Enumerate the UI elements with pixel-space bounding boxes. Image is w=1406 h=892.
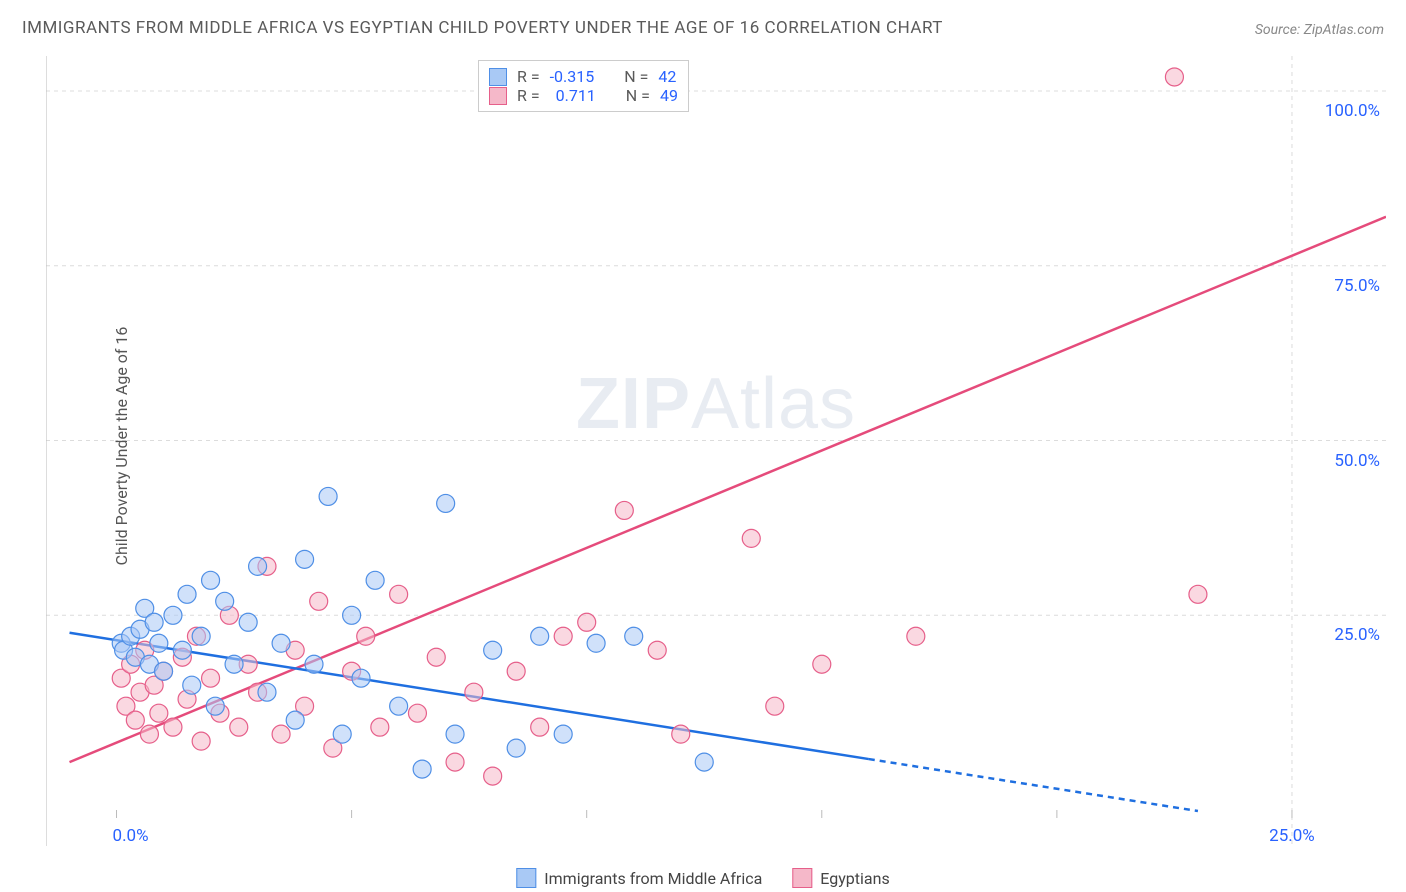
y-tick-label: 75.0% — [1334, 276, 1380, 296]
swatch-series1-icon — [516, 868, 536, 888]
stats-row-series2: R = 0.711 N = 49 — [489, 86, 678, 105]
legend: Immigrants from Middle Africa Egyptians — [516, 868, 889, 888]
swatch-series2-icon — [489, 87, 507, 105]
swatch-series1-icon — [489, 68, 507, 86]
scatter-plot-svg — [46, 56, 1386, 846]
y-tick-label: 100.0% — [1325, 101, 1380, 121]
n-value-series1: 42 — [658, 67, 676, 86]
correlation-chart: IMMIGRANTS FROM MIDDLE AFRICA VS EGYPTIA… — [0, 0, 1406, 892]
n-label: N = — [624, 67, 648, 86]
plot-area: ZIPAtlas R = -0.315 N = 42 R = 0.711 N =… — [46, 56, 1386, 846]
n-value-series2: 49 — [660, 86, 678, 105]
swatch-series2-icon — [792, 868, 812, 888]
r-label: R = — [517, 67, 540, 86]
r-value-series2: 0.711 — [556, 86, 596, 105]
legend-label-series2: Egyptians — [820, 869, 889, 888]
x-tick-label: 0.0% — [113, 826, 149, 846]
stats-box: R = -0.315 N = 42 R = 0.711 N = 49 — [478, 60, 689, 112]
r-value-series1: -0.315 — [550, 67, 595, 86]
n-label: N = — [626, 86, 650, 105]
r-label: R = — [517, 86, 540, 105]
stats-row-series1: R = -0.315 N = 42 — [489, 67, 678, 86]
legend-label-series1: Immigrants from Middle Africa — [544, 869, 762, 888]
y-tick-label: 50.0% — [1334, 451, 1380, 471]
y-tick-label: 25.0% — [1334, 625, 1380, 645]
source-label: Source: ZipAtlas.com — [1255, 22, 1384, 38]
chart-title: IMMIGRANTS FROM MIDDLE AFRICA VS EGYPTIA… — [22, 18, 943, 38]
x-tick-label: 25.0% — [1269, 826, 1315, 846]
legend-item-series1: Immigrants from Middle Africa — [516, 868, 762, 888]
legend-item-series2: Egyptians — [792, 868, 889, 888]
